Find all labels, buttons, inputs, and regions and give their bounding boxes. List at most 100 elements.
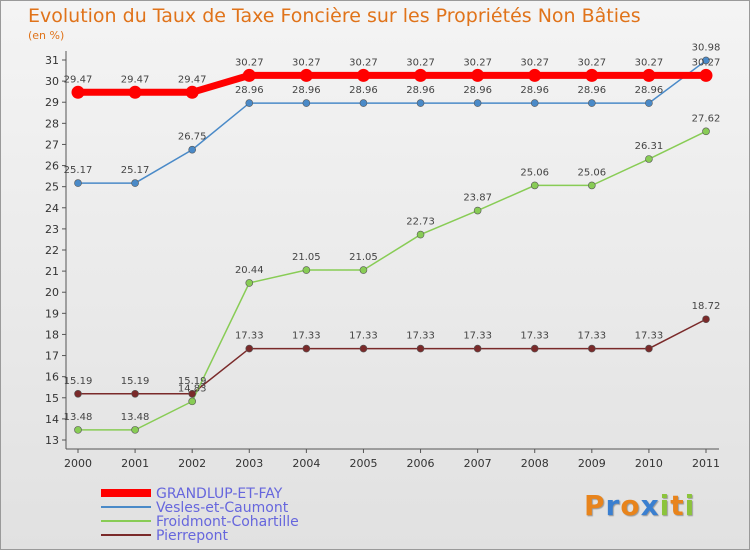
y-tick-label: 13 — [45, 434, 59, 447]
chart-title: Evolution du Taux de Taxe Foncière sur l… — [28, 5, 641, 27]
x-tick-label: 2002 — [178, 457, 206, 470]
data-label: 17.33 — [520, 331, 549, 342]
x-tick-label: 2007 — [464, 457, 492, 470]
data-label: 29.47 — [121, 74, 150, 85]
data-label: 30.27 — [635, 57, 664, 68]
data-label: 28.96 — [406, 85, 435, 96]
data-label: 30.27 — [577, 57, 606, 68]
data-label: 17.33 — [349, 331, 378, 342]
data-point — [645, 155, 653, 163]
y-tick-label: 27 — [45, 138, 59, 151]
proxiti-logo: Proxiti — [584, 489, 696, 522]
data-point — [242, 68, 256, 82]
x-tick-label: 2001 — [121, 457, 149, 470]
data-label: 28.96 — [463, 85, 492, 96]
data-point — [245, 99, 254, 107]
data-label: 30.27 — [292, 57, 321, 68]
data-point — [645, 99, 653, 107]
data-point — [642, 68, 656, 82]
data-point — [473, 344, 482, 353]
data-point — [245, 344, 254, 353]
data-point — [530, 344, 539, 353]
unit-label: (en %) — [28, 29, 65, 42]
data-point — [530, 181, 539, 190]
x-tick-label: 2005 — [349, 457, 377, 470]
series-line-grandlup-et-fay — [78, 71, 706, 96]
data-point — [74, 426, 82, 434]
y-tick-label: 17 — [45, 350, 59, 363]
data-point — [359, 344, 368, 353]
data-point — [702, 56, 710, 65]
data-label: 17.33 — [463, 331, 492, 342]
data-label: 22.73 — [406, 217, 435, 228]
data-point — [414, 68, 428, 82]
data-point — [188, 397, 196, 406]
x-tick-label: 2011 — [692, 457, 720, 470]
data-point — [359, 99, 368, 107]
data-point — [131, 389, 139, 398]
y-tick-label: 14 — [45, 413, 59, 426]
series-line-froidmont-cohartille — [78, 130, 707, 431]
data-label: 30.27 — [349, 57, 378, 68]
data-point — [188, 389, 196, 398]
data-point — [416, 99, 425, 107]
data-label: 28.96 — [292, 85, 321, 96]
data-label: 26.75 — [178, 132, 207, 143]
y-tick-label: 29 — [45, 96, 59, 109]
data-point — [473, 206, 482, 215]
legend-label: Pierrepont — [156, 528, 229, 544]
data-point — [302, 266, 311, 274]
y-tick-label: 18 — [45, 328, 59, 341]
legend-label: GRANDLUP-ET-FAY — [156, 486, 283, 502]
data-point — [245, 279, 254, 287]
data-label: 18.72 — [692, 301, 721, 312]
y-tick-label: 21 — [45, 265, 59, 278]
data-label: 27.62 — [692, 113, 721, 124]
data-point — [473, 99, 482, 107]
data-label: 15.19 — [178, 376, 207, 387]
y-tick-label: 16 — [45, 371, 59, 384]
data-label: 28.96 — [520, 85, 549, 96]
data-point — [645, 344, 653, 353]
data-label: 17.33 — [292, 331, 321, 342]
data-point — [588, 344, 596, 353]
data-label: 28.96 — [235, 85, 264, 96]
y-tick-label: 26 — [45, 160, 59, 173]
y-tick-label: 23 — [45, 223, 59, 236]
data-label: 30.27 — [463, 57, 492, 68]
data-label: 30.27 — [520, 57, 549, 68]
data-label: 14.83 — [178, 383, 207, 394]
data-label: 17.33 — [635, 331, 664, 342]
data-point — [702, 127, 710, 136]
data-point — [356, 68, 370, 82]
x-tick-label: 2003 — [235, 457, 263, 470]
data-label: 30.27 — [406, 57, 435, 68]
data-label: 28.96 — [577, 85, 606, 96]
series-line-pierrepont — [78, 318, 707, 395]
y-tick-label: 20 — [45, 286, 59, 299]
legend-label: Froidmont-Cohartille — [156, 514, 299, 530]
data-point — [530, 99, 539, 107]
data-label: 26.31 — [635, 141, 664, 152]
y-tick-label: 31 — [45, 54, 59, 67]
x-tick-label: 2009 — [578, 457, 606, 470]
data-point — [528, 68, 542, 82]
data-label: 21.05 — [292, 252, 321, 263]
data-point — [702, 315, 710, 324]
x-tick-label: 2006 — [407, 457, 435, 470]
data-point — [131, 426, 139, 434]
data-label: 17.33 — [406, 331, 435, 342]
y-tick-label: 15 — [45, 392, 59, 405]
data-label: 28.96 — [349, 85, 378, 96]
data-point — [359, 266, 368, 274]
legend-label: Vesles-et-Caumont — [156, 500, 289, 516]
data-point — [588, 99, 596, 107]
data-point — [128, 85, 142, 99]
data-label: 17.33 — [577, 331, 606, 342]
data-point — [699, 68, 713, 82]
data-label: 30.27 — [235, 57, 264, 68]
data-label: 25.17 — [121, 165, 150, 176]
data-label: 28.96 — [635, 85, 664, 96]
